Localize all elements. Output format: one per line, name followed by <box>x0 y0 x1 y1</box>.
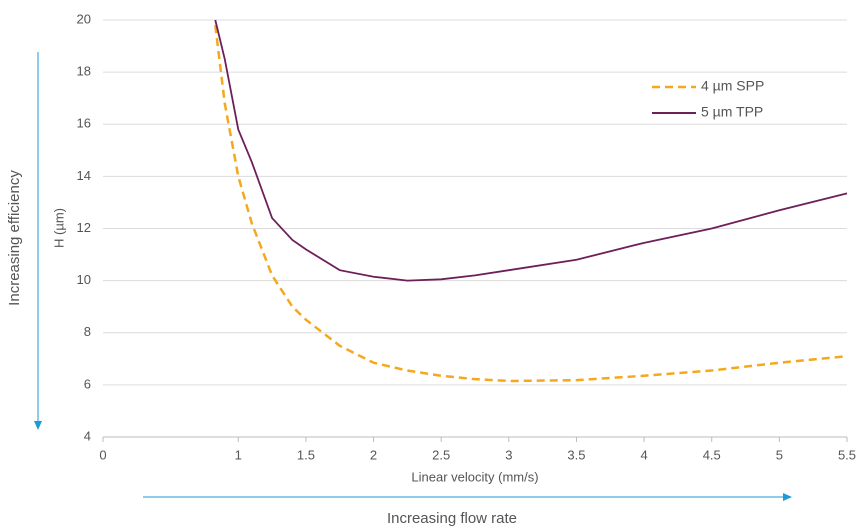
arrow-head <box>34 421 42 430</box>
legend-label: 5 µm TPP <box>701 104 763 120</box>
y-tick-label: 14 <box>77 168 91 183</box>
y-axis-label: H (µm) <box>51 208 66 248</box>
x-tick-label: 4.5 <box>703 447 721 462</box>
annotation: Increasing flow rate <box>387 510 517 527</box>
x-tick-label: 3.5 <box>567 447 585 462</box>
y-tick-label: 16 <box>77 116 91 131</box>
x-tick-label: 4 <box>640 447 647 462</box>
y-tick-label: 6 <box>84 376 91 391</box>
y-tick-label: 4 <box>84 428 91 443</box>
x-tick-label: 2 <box>370 447 377 462</box>
y-tick-label: 12 <box>77 220 91 235</box>
x-axis-label: Linear velocity (mm/s) <box>411 469 538 484</box>
x-tick-label: 0 <box>99 447 106 462</box>
series-line <box>214 19 848 282</box>
arrow-head <box>783 493 792 501</box>
annotation: Increasing efficiency <box>6 170 23 306</box>
series-line <box>214 25 848 383</box>
x-tick-label: 5.5 <box>838 447 856 462</box>
y-tick-label: 10 <box>77 272 91 287</box>
x-tick-label: 1.5 <box>297 447 315 462</box>
y-tick-label: 20 <box>77 11 91 26</box>
x-tick-label: 1 <box>235 447 242 462</box>
x-tick-label: 5 <box>776 447 783 462</box>
legend-label: 4 µm SPP <box>701 78 764 94</box>
x-tick-label: 2.5 <box>432 447 450 462</box>
x-tick-label: 3 <box>505 447 512 462</box>
y-tick-label: 8 <box>84 324 91 339</box>
y-tick-label: 18 <box>77 64 91 79</box>
